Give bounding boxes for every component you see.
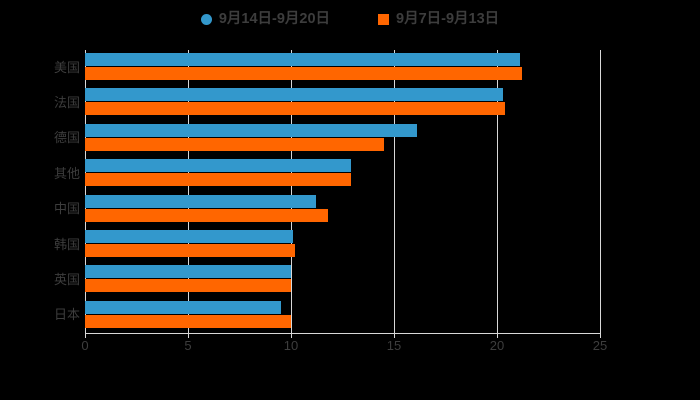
legend-label-series-b: 9月7日-9月13日 bbox=[396, 10, 500, 27]
x-axis-line bbox=[85, 333, 601, 334]
bar-series-b[interactable] bbox=[85, 279, 291, 293]
category-label: 美国 bbox=[53, 59, 80, 75]
x-axis-tick-mark bbox=[394, 333, 395, 338]
x-axis-tick-label: 25 bbox=[592, 338, 608, 353]
bar-series-b[interactable] bbox=[85, 102, 506, 116]
bar-series-b[interactable] bbox=[85, 137, 384, 151]
legend-item-series-a[interactable]: 9月14日-9月20日 bbox=[200, 10, 331, 27]
bar-group bbox=[85, 227, 600, 262]
gridline bbox=[188, 50, 189, 333]
plot-area bbox=[85, 50, 601, 333]
bar-group bbox=[85, 85, 600, 120]
x-axis-tick-mark bbox=[188, 333, 189, 338]
x-axis-tick-label: 5 bbox=[184, 338, 192, 353]
bar-group bbox=[85, 50, 600, 85]
chart-legend: 9月14日-9月20日 9月7日-9月13日 bbox=[0, 8, 700, 30]
bar-series-a[interactable] bbox=[85, 159, 351, 173]
category-label: 英国 bbox=[53, 271, 80, 287]
bar-series-b[interactable] bbox=[85, 208, 329, 222]
gridline bbox=[394, 50, 395, 333]
bar-series-a[interactable] bbox=[85, 123, 417, 137]
bar-series-a[interactable] bbox=[85, 194, 316, 208]
legend-marker-square-icon bbox=[378, 13, 390, 25]
x-axis-tick-mark bbox=[497, 333, 498, 338]
x-axis-tick-mark bbox=[85, 333, 86, 338]
x-axis-tick-label: 20 bbox=[489, 338, 505, 353]
bar-series-a[interactable] bbox=[85, 300, 281, 314]
bar-series-a[interactable] bbox=[85, 229, 294, 243]
bar-group bbox=[85, 156, 600, 191]
bar-group bbox=[85, 192, 600, 227]
category-label: 中国 bbox=[53, 201, 80, 217]
bar-series-b[interactable] bbox=[85, 67, 522, 80]
x-axis-tick-label: 0 bbox=[81, 338, 89, 353]
bar-group bbox=[85, 121, 600, 156]
x-axis-tick-mark bbox=[291, 333, 292, 338]
y-axis-line bbox=[85, 50, 86, 333]
category-label: 德国 bbox=[53, 130, 80, 146]
bar-series-a[interactable] bbox=[85, 265, 291, 279]
gridline bbox=[291, 50, 292, 333]
bar-series-a[interactable] bbox=[85, 53, 520, 66]
gridline bbox=[600, 50, 601, 333]
category-label: 韩国 bbox=[53, 236, 80, 252]
gridline bbox=[497, 50, 498, 333]
category-label: 法国 bbox=[53, 95, 80, 111]
legend-marker-circle-icon bbox=[200, 13, 212, 25]
bar-series-b[interactable] bbox=[85, 314, 291, 328]
bar-group bbox=[85, 262, 600, 297]
category-label: 日本 bbox=[53, 307, 80, 323]
x-axis-tick-label: 10 bbox=[283, 338, 299, 353]
x-axis-tick-mark bbox=[600, 333, 601, 338]
x-axis-tick-label: 15 bbox=[386, 338, 402, 353]
bar-rows bbox=[85, 50, 600, 333]
legend-item-series-b[interactable]: 9月7日-9月13日 bbox=[378, 12, 499, 27]
category-label: 其他 bbox=[53, 165, 80, 181]
bar-series-b[interactable] bbox=[85, 173, 351, 187]
bar-series-b[interactable] bbox=[85, 243, 296, 257]
bar-group bbox=[85, 298, 600, 333]
legend-label-series-a: 9月14日-9月20日 bbox=[218, 10, 331, 27]
bar-series-a[interactable] bbox=[85, 88, 504, 102]
